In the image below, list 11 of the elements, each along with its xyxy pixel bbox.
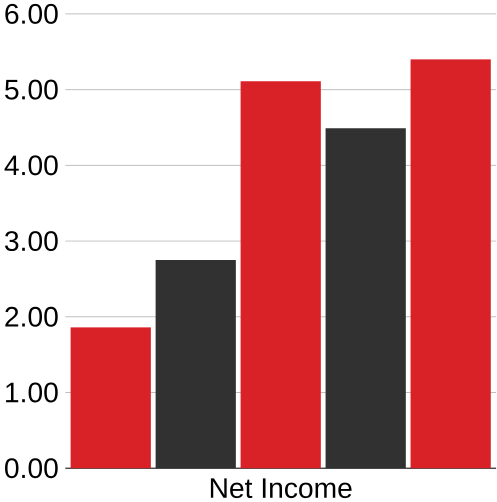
- y-tick-label: 6.00: [5, 4, 58, 24]
- y-tick-label: 3.00: [4, 231, 58, 252]
- y-tick-label: 1.00: [6, 382, 58, 402]
- bar: [240, 81, 321, 468]
- bar: [410, 59, 491, 468]
- y-tick-label: 2.00: [5, 306, 58, 327]
- y-tick-label: 4.00: [4, 155, 58, 176]
- x-axis-title: Net Income: [210, 478, 352, 498]
- y-tick-label: 0.00: [4, 458, 58, 478]
- y-tick-label: 5.00: [5, 80, 58, 100]
- bar: [70, 327, 151, 468]
